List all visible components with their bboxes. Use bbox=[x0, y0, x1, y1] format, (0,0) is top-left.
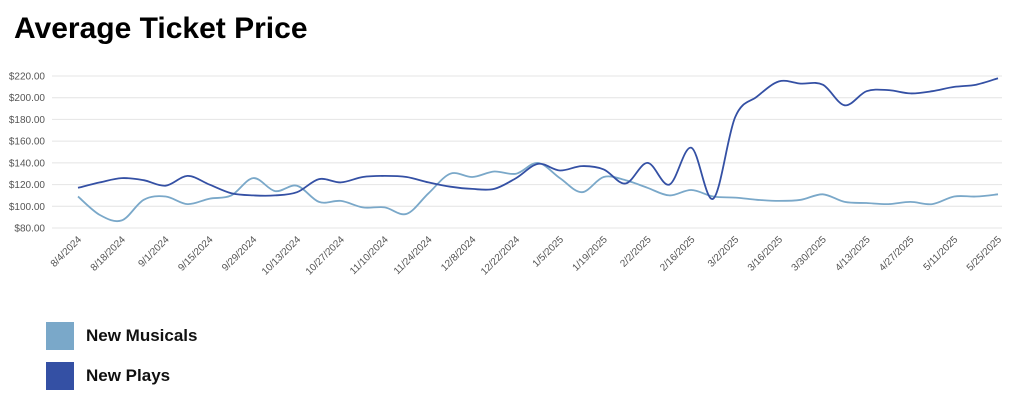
x-tick-label: 5/25/2025 bbox=[965, 234, 1005, 274]
y-tick-label: $160.00 bbox=[9, 137, 46, 148]
x-tick-label: 11/24/2024 bbox=[392, 234, 435, 277]
x-tick-label: 2/2/2025 bbox=[618, 234, 654, 270]
x-tick-label: 2/16/2025 bbox=[658, 234, 698, 274]
x-tick-label: 8/4/2024 bbox=[49, 234, 85, 270]
legend: New Musicals New Plays bbox=[46, 322, 198, 402]
x-tick-label: 8/18/2024 bbox=[89, 234, 129, 274]
x-tick-label: 12/22/2024 bbox=[479, 234, 522, 277]
chart-title: Average Ticket Price bbox=[14, 12, 308, 45]
series-line-new-musicals bbox=[77, 161, 999, 223]
x-tick-label: 10/27/2024 bbox=[304, 234, 347, 277]
x-tick-label: 4/13/2025 bbox=[833, 234, 873, 274]
legend-label-new-musicals: New Musicals bbox=[86, 326, 198, 345]
x-tick-label: 9/15/2024 bbox=[176, 234, 216, 274]
y-tick-label: $140.00 bbox=[9, 158, 46, 169]
x-tick-label: 5/11/2025 bbox=[922, 234, 961, 273]
y-tick-label: $120.00 bbox=[9, 180, 46, 191]
legend-label-new-plays: New Plays bbox=[86, 366, 171, 385]
x-tick-label: 12/8/2024 bbox=[439, 234, 479, 274]
y-tick-label: $220.00 bbox=[9, 72, 46, 83]
y-tick-label: $180.00 bbox=[9, 115, 46, 126]
x-tick-label: 11/10/2024 bbox=[348, 234, 391, 277]
x-tick-label: 3/16/2025 bbox=[746, 234, 786, 274]
legend-swatch-new-plays bbox=[46, 362, 74, 390]
x-tick-label: 3/30/2025 bbox=[790, 234, 830, 274]
y-tick-label: $80.00 bbox=[14, 224, 45, 235]
x-tick-label: 9/29/2024 bbox=[220, 234, 260, 274]
x-tick-label: 9/1/2024 bbox=[136, 234, 172, 270]
legend-item-new-plays[interactable]: New Plays bbox=[46, 362, 198, 390]
y-tick-label: $100.00 bbox=[9, 202, 46, 213]
x-tick-label: 1/19/2025 bbox=[571, 234, 611, 274]
x-tick-label: 10/13/2024 bbox=[260, 234, 303, 277]
y-tick-label: $200.00 bbox=[9, 93, 46, 104]
line-chart: $80.00 $100.00 $120.00 $140.00 $160.00 $180.0… bbox=[9, 72, 1005, 278]
legend-item-new-musicals[interactable]: New Musicals bbox=[46, 322, 198, 350]
x-tick-label: 4/27/2025 bbox=[877, 234, 917, 274]
legend-swatch-new-musicals bbox=[46, 322, 74, 350]
x-tick-label: 3/2/2025 bbox=[706, 234, 742, 270]
x-tick-label: 1/5/2025 bbox=[531, 234, 567, 270]
series-line-new-plays bbox=[77, 77, 999, 200]
